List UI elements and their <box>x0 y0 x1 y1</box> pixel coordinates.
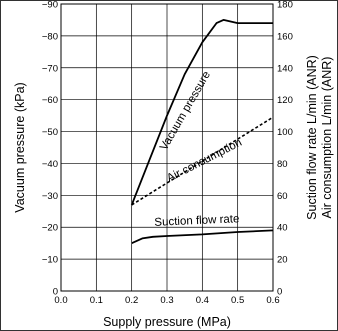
y2-tick-label: 140 <box>277 63 293 74</box>
y2-tick-label: 100 <box>277 127 293 138</box>
y-tick-label: −10 <box>42 255 58 266</box>
y2-tick-label: 0 <box>277 287 282 298</box>
x-tick-label: 0.6 <box>266 295 279 306</box>
y2-tick-label: 180 <box>277 0 293 11</box>
y2-tick-label: 60 <box>277 191 288 202</box>
series-line-vacuum-pressure <box>130 18 273 206</box>
y-tick-label: −60 <box>42 95 58 106</box>
x-tick-label: 0.3 <box>160 295 173 306</box>
y-tick-label: −70 <box>42 63 58 74</box>
y2-tick-label: 20 <box>277 255 288 266</box>
y-tick-label: 0 <box>53 287 58 298</box>
y-axis-title: Vacuum pressure (kPa) <box>13 82 27 212</box>
y2-tick-label: 120 <box>277 95 293 106</box>
series-label-air-consumption: Air consumption <box>165 137 244 185</box>
x-tick-label: 0.5 <box>231 295 244 306</box>
x-tick-label: 0.4 <box>196 295 209 306</box>
series-line-air-consumption <box>131 116 274 206</box>
y-tick-label: −90 <box>42 0 58 11</box>
y-tick-label: −50 <box>42 127 58 138</box>
x-tick-label: 0.2 <box>125 295 138 306</box>
y2-tick-label: 160 <box>277 31 293 42</box>
series-label-vacuum-pressure: Vacuum pressure <box>158 69 213 152</box>
y-tick-label: −20 <box>42 223 58 234</box>
y-tick-label: −80 <box>42 31 58 42</box>
y2-axis-title-line1: Suction flow rate L/min (ANR) <box>305 55 319 220</box>
y-tick-label: −40 <box>42 159 58 170</box>
plot-frame <box>60 3 274 292</box>
y-tick-label: −30 <box>42 191 58 202</box>
y2-tick-label: 40 <box>277 223 288 234</box>
series-label-suction-flow-rate: Suction flow rate <box>154 213 239 229</box>
y2-tick-label: 80 <box>277 159 288 170</box>
x-tick-label: 0.0 <box>54 295 67 306</box>
x-axis-title: Supply pressure (MPa) <box>103 315 231 329</box>
x-tick-label: 0.1 <box>90 295 103 306</box>
y2-axis-title-line2: Air consumption L/min (ANR) <box>320 57 334 219</box>
series-line-suction-flow-rate <box>131 229 274 245</box>
